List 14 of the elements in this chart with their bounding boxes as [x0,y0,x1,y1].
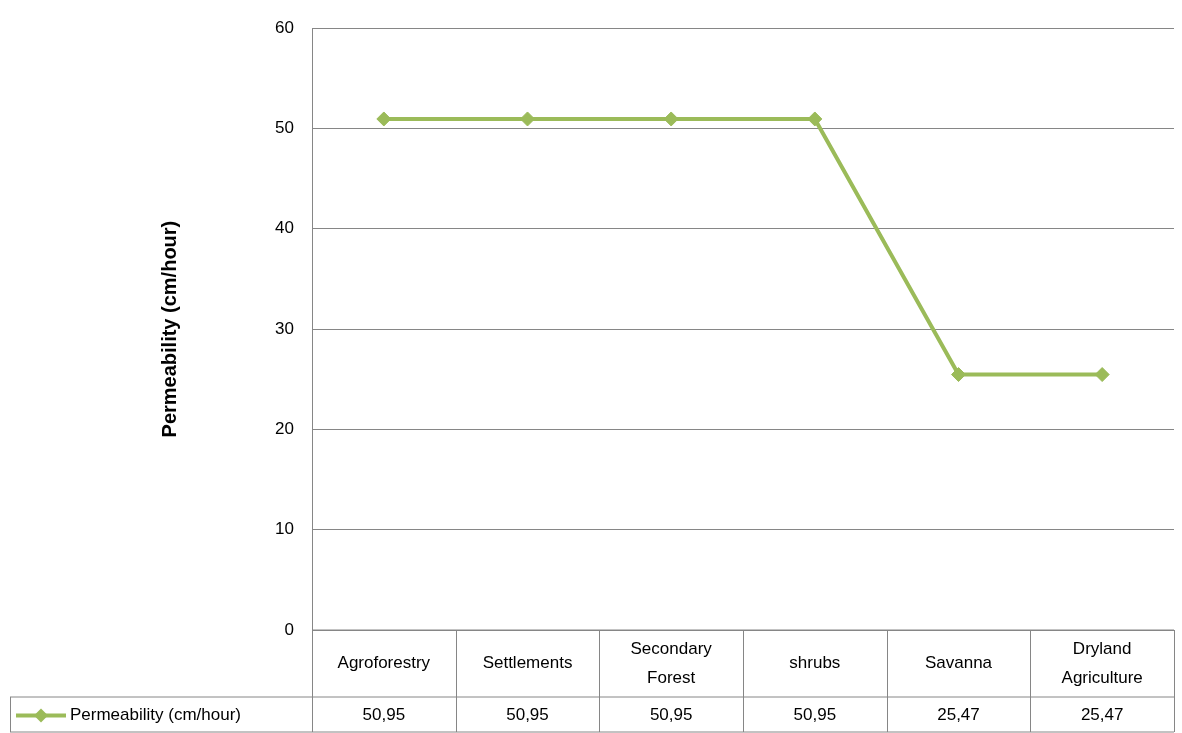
y-axis-title: Permeability (cm/hour) [157,220,180,438]
x-tick-label: shrubs [789,653,841,673]
y-tick-label: 40 [275,218,294,238]
y-tick-label: 0 [284,619,294,639]
y-tick-label: 50 [275,118,294,138]
y-tick-label: 60 [275,17,294,37]
x-tick-label: Secondary Forest [630,638,713,687]
y-tick-label: 30 [275,318,294,338]
y-tick-label: 10 [275,519,294,539]
y-tick-label: 20 [275,419,294,439]
x-tick-label: Agroforestry [337,653,431,673]
x-tick-label: Savanna [924,653,993,673]
x-tick-label: Dryland Agriculture [1061,638,1143,687]
x-tick-label: Settlements [482,653,573,673]
